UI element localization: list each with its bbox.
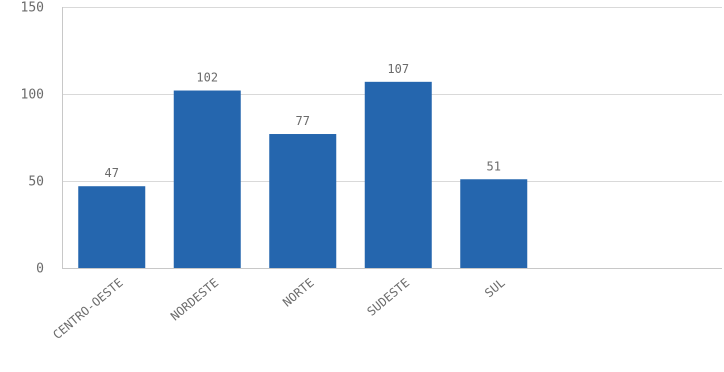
y-tick-label: 150 bbox=[21, 1, 44, 16]
data-label-centro-oeste: 47 bbox=[105, 166, 119, 180]
bars bbox=[78, 81, 528, 269]
data-label-sul: 51 bbox=[487, 159, 501, 173]
data-label-norte: 77 bbox=[296, 114, 310, 128]
data-label-sudeste: 107 bbox=[387, 62, 409, 76]
bar-centro-oeste[interactable] bbox=[78, 186, 146, 268]
bar-norte[interactable] bbox=[269, 134, 337, 268]
bar-nordeste[interactable] bbox=[173, 90, 241, 269]
data-labels: 47 102 77 107 51 bbox=[105, 62, 501, 180]
data-label-nordeste: 102 bbox=[196, 71, 218, 85]
x-tick-labels: CENTRO-OESTE NORDESTE NORTE SUDESTE SUL bbox=[50, 276, 507, 342]
x-tick-label-nordeste: NORDESTE bbox=[168, 276, 221, 324]
axes bbox=[62, 7, 722, 269]
x-tick-label-norte: NORTE bbox=[280, 276, 317, 310]
bar-sul[interactable] bbox=[460, 179, 528, 268]
bar-sudeste[interactable] bbox=[364, 81, 432, 268]
y-tick-label: 100 bbox=[21, 88, 44, 103]
y-tick-labels: 0 50 100 150 bbox=[21, 1, 44, 277]
x-tick-label-sul: SUL bbox=[482, 276, 508, 301]
y-tick-label: 0 bbox=[36, 262, 44, 277]
x-tick-label-centro-oeste: CENTRO-OESTE bbox=[50, 276, 125, 342]
x-tick-label-sudeste: SUDESTE bbox=[364, 276, 412, 319]
y-tick-label: 50 bbox=[28, 175, 44, 190]
